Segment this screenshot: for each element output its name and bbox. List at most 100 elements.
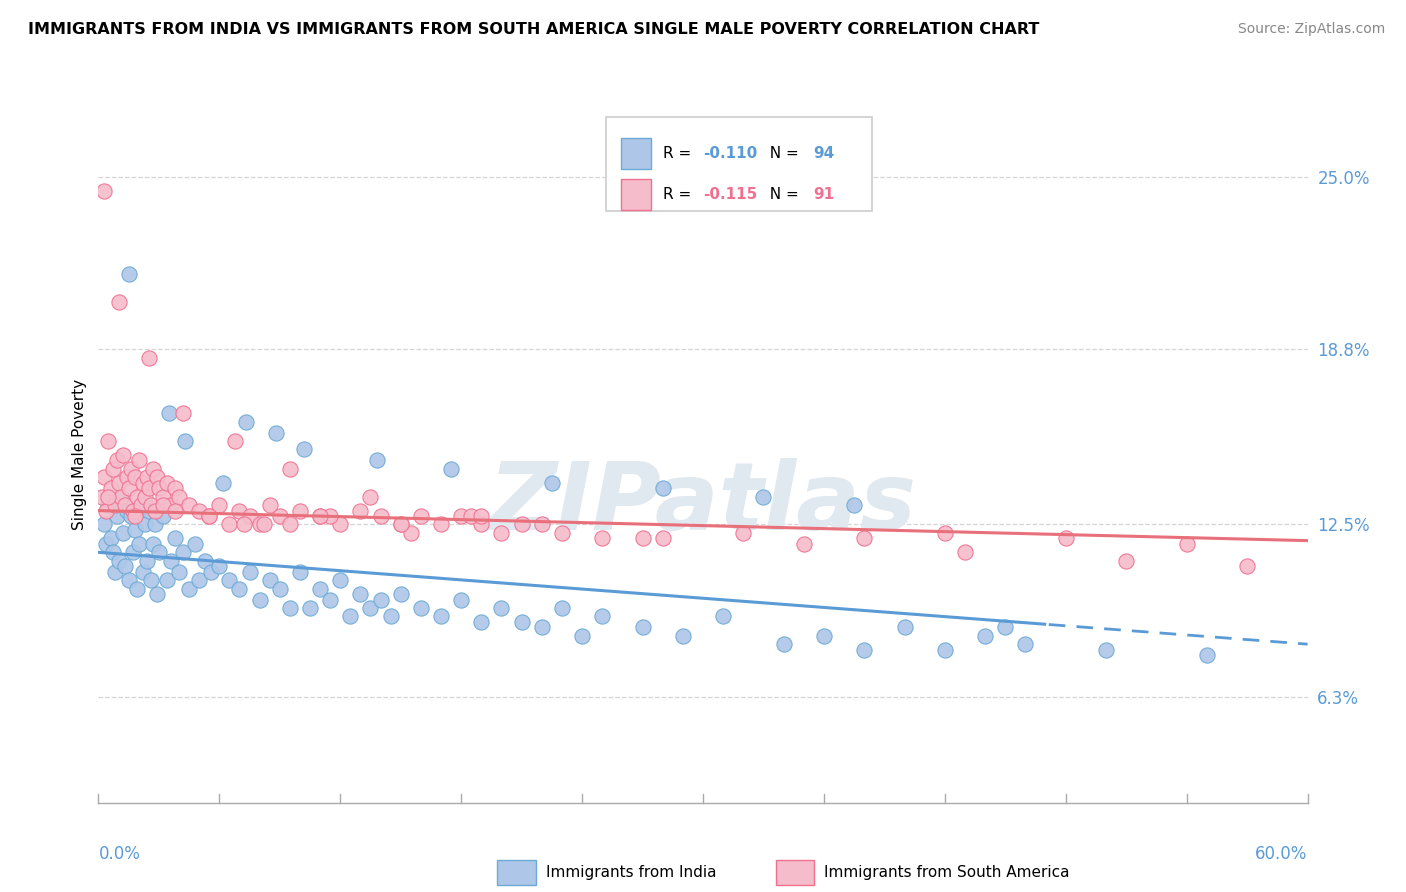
Point	[157, 406, 180, 420]
Point	[853, 642, 876, 657]
Point	[591, 609, 613, 624]
Point	[259, 573, 281, 587]
Point	[132, 565, 155, 579]
Point	[172, 406, 194, 420]
Text: IMMIGRANTS FROM INDIA VS IMMIGRANTS FROM SOUTH AMERICA SINGLE MALE POVERTY CORRE: IMMIGRANTS FROM INDIA VS IMMIGRANTS FROM…	[28, 22, 1039, 37]
Point	[409, 601, 432, 615]
Point	[114, 559, 136, 574]
Point	[188, 573, 211, 587]
Text: N =: N =	[759, 145, 803, 161]
Point	[128, 453, 150, 467]
Point	[269, 582, 291, 596]
Point	[249, 592, 271, 607]
Point	[399, 525, 422, 540]
Point	[430, 609, 453, 624]
Point	[125, 490, 148, 504]
Point	[100, 532, 122, 546]
Point	[152, 498, 174, 512]
Text: -0.110: -0.110	[703, 145, 758, 161]
Point	[105, 453, 128, 467]
Point	[135, 554, 157, 568]
Point	[309, 509, 332, 524]
Point	[651, 481, 673, 495]
Point	[172, 545, 194, 559]
Point	[148, 545, 170, 559]
Point	[97, 498, 120, 512]
Point	[752, 490, 775, 504]
Text: Immigrants from India: Immigrants from India	[546, 865, 716, 880]
Point	[97, 490, 120, 504]
Point	[228, 503, 250, 517]
Point	[844, 498, 866, 512]
Bar	[621, 137, 651, 169]
Point	[239, 565, 262, 579]
Point	[430, 517, 453, 532]
Point	[96, 503, 118, 517]
Point	[349, 503, 371, 517]
Text: 60.0%: 60.0%	[1256, 845, 1308, 863]
Point	[389, 517, 412, 532]
Point	[470, 615, 492, 629]
Point	[212, 475, 235, 490]
Point	[339, 609, 361, 624]
Text: N =: N =	[759, 187, 803, 202]
Point	[107, 554, 129, 568]
Point	[194, 554, 217, 568]
Point	[470, 509, 492, 524]
Point	[228, 582, 250, 596]
Point	[218, 517, 240, 532]
Point	[366, 453, 388, 467]
Point	[184, 537, 207, 551]
Point	[124, 509, 146, 524]
Point	[974, 629, 997, 643]
Text: R =: R =	[664, 145, 696, 161]
Point	[934, 525, 956, 540]
Point	[163, 503, 186, 517]
Point	[124, 470, 146, 484]
Point	[124, 523, 146, 537]
Point	[143, 503, 166, 517]
Point	[380, 609, 402, 624]
Point	[530, 517, 553, 532]
Point	[571, 629, 593, 643]
Point	[111, 448, 134, 462]
Point	[360, 601, 382, 615]
Point	[93, 184, 115, 198]
Point	[134, 490, 156, 504]
Point	[772, 637, 794, 651]
Point	[591, 532, 613, 546]
Text: 94: 94	[813, 145, 834, 161]
Point	[510, 517, 533, 532]
Point	[107, 294, 129, 309]
Text: -0.115: -0.115	[703, 187, 758, 202]
Y-axis label: Single Male Poverty: Single Male Poverty	[72, 379, 87, 531]
Point	[160, 498, 183, 512]
Point	[208, 559, 231, 574]
Point	[138, 481, 160, 495]
Point	[146, 587, 169, 601]
Point	[121, 503, 143, 517]
Point	[953, 545, 976, 559]
Point	[96, 537, 118, 551]
Text: R =: R =	[664, 187, 696, 202]
Point	[93, 470, 115, 484]
Point	[115, 470, 138, 484]
Point	[160, 554, 183, 568]
Point	[349, 587, 371, 601]
Point	[249, 517, 271, 532]
Point	[120, 509, 142, 524]
Text: Immigrants from South America: Immigrants from South America	[824, 865, 1070, 880]
Point	[188, 503, 211, 517]
Point	[440, 462, 463, 476]
Point	[491, 601, 513, 615]
Point	[129, 498, 152, 512]
Point	[156, 573, 179, 587]
Point	[319, 509, 342, 524]
Text: 91: 91	[813, 187, 834, 202]
FancyBboxPatch shape	[606, 118, 872, 211]
Point	[631, 532, 654, 546]
Point	[711, 609, 734, 624]
Point	[103, 498, 125, 512]
Point	[101, 545, 124, 559]
Point	[470, 517, 492, 532]
